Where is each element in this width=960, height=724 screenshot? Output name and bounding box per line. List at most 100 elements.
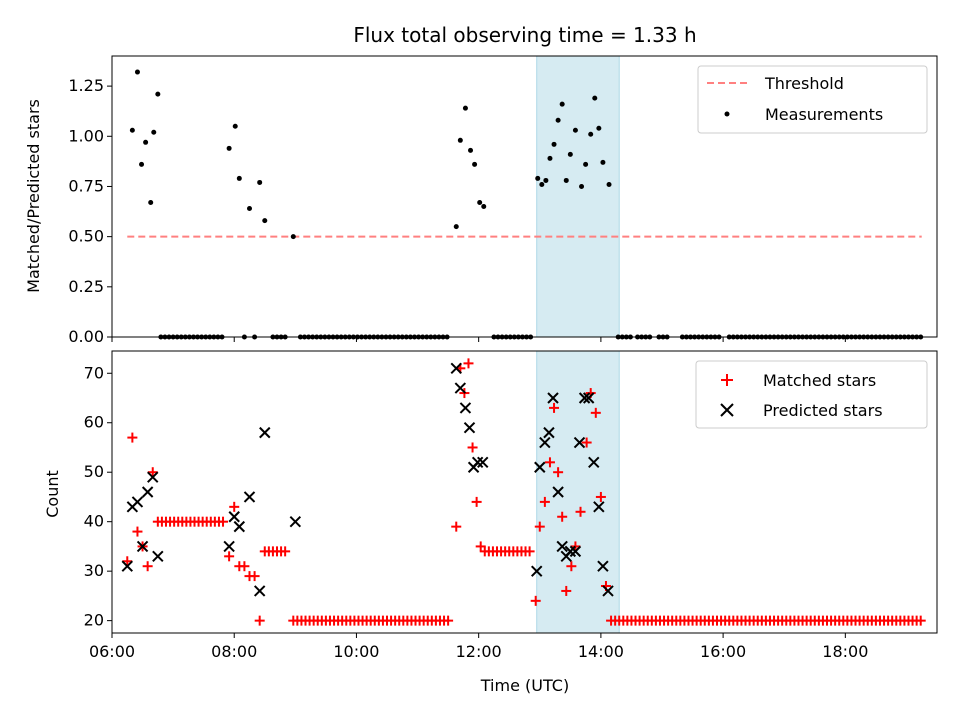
measurement-point bbox=[262, 218, 268, 224]
predicted-point bbox=[450, 362, 462, 375]
predicted-point-b bbox=[253, 585, 266, 597]
matched-point bbox=[575, 506, 586, 517]
bottom-y-tick-label: 70 bbox=[84, 363, 104, 382]
predicted-point bbox=[602, 585, 614, 597]
top-y-tick-label: 0.75 bbox=[68, 176, 104, 195]
predicted-point-b bbox=[534, 461, 546, 473]
measurement-point bbox=[588, 131, 594, 137]
measurement-point bbox=[155, 91, 161, 97]
top-legend: Threshold Measurements bbox=[697, 65, 928, 134]
predicted-point-b bbox=[459, 402, 472, 414]
predicted-point-b bbox=[602, 585, 614, 597]
measurement-point bbox=[477, 200, 483, 206]
top-y-tick-label: 0.00 bbox=[68, 327, 104, 346]
matched-point bbox=[142, 561, 153, 572]
matched-point bbox=[463, 358, 474, 369]
matched-point bbox=[544, 457, 555, 468]
measurement-point bbox=[555, 117, 561, 123]
measurement-point bbox=[143, 139, 149, 145]
top-legend-frame bbox=[697, 65, 928, 134]
predicted-point-b bbox=[578, 392, 591, 404]
predicted-point-b bbox=[136, 540, 149, 553]
matched-point bbox=[524, 546, 535, 557]
measurement-point bbox=[290, 234, 296, 240]
matched-point bbox=[595, 491, 606, 502]
predicted-point-b bbox=[569, 545, 582, 558]
predicted-point bbox=[253, 585, 266, 597]
matched-point bbox=[549, 402, 560, 413]
chart-title: Flux total observing time = 1.33 h bbox=[353, 23, 696, 47]
predicted-point-b bbox=[573, 436, 586, 449]
bottom-y-tick-label: 20 bbox=[84, 611, 104, 630]
matched-point bbox=[229, 501, 240, 512]
predicted-point bbox=[531, 565, 543, 577]
legend-measurements-label: Measurements bbox=[765, 105, 883, 124]
predicted-point-b bbox=[228, 511, 240, 523]
predicted-point-b bbox=[450, 362, 462, 375]
measurement-point bbox=[462, 105, 468, 111]
predicted-point bbox=[597, 560, 609, 572]
measurement-point bbox=[596, 125, 602, 131]
bottom-axes-frame bbox=[111, 350, 938, 634]
predicted-point bbox=[141, 486, 154, 498]
legend-predicted-label: Predicted stars bbox=[763, 401, 883, 420]
bottom-y-axis-label: Count bbox=[43, 470, 62, 518]
measurement-point bbox=[481, 204, 487, 210]
predicted-point bbox=[233, 520, 246, 533]
matched-point bbox=[590, 407, 601, 418]
x-tick-label: 06:00 bbox=[89, 642, 135, 661]
top-highlight-span bbox=[536, 55, 620, 338]
measurement-point bbox=[559, 101, 565, 107]
matched-point bbox=[570, 541, 581, 552]
predicted-point bbox=[593, 501, 605, 513]
legend-measurements-swatch bbox=[724, 111, 730, 117]
top-y-tick-label: 0.25 bbox=[68, 277, 104, 296]
measurement-point bbox=[572, 127, 578, 133]
predicted-point-b bbox=[543, 426, 555, 439]
measurement-point bbox=[600, 159, 606, 165]
measurement-point bbox=[226, 145, 232, 151]
predicted-point-b bbox=[471, 456, 484, 469]
predicted-point bbox=[471, 456, 484, 469]
x-tick-label: 16:00 bbox=[700, 642, 746, 661]
bottom-y-tick-label: 30 bbox=[84, 561, 104, 580]
predicted-point bbox=[556, 540, 568, 553]
predicted-point-b bbox=[477, 456, 489, 469]
measurement-point bbox=[567, 151, 573, 157]
predicted-point bbox=[259, 426, 271, 439]
measurement-point bbox=[468, 147, 474, 153]
matched-point bbox=[581, 437, 592, 448]
bottom-legend-frame bbox=[695, 360, 928, 429]
measurement-point bbox=[579, 183, 585, 189]
measurement-point bbox=[257, 179, 263, 185]
matched-point bbox=[557, 511, 568, 522]
measurement-point bbox=[472, 161, 478, 167]
matched-point bbox=[451, 521, 462, 532]
top-axes-frame bbox=[111, 55, 938, 338]
predicted-point-b bbox=[233, 520, 246, 533]
predicted-point-b bbox=[463, 421, 476, 434]
top-y-axis-label: Matched/Predicted stars bbox=[24, 99, 43, 293]
bottom-series-x bbox=[121, 362, 614, 597]
measurement-point bbox=[551, 141, 557, 147]
x-tick-label: 14:00 bbox=[578, 642, 624, 661]
matched-point bbox=[471, 496, 482, 507]
predicted-point bbox=[463, 421, 476, 434]
measurement-point bbox=[539, 181, 545, 187]
predicted-point-b bbox=[223, 540, 235, 553]
predicted-point bbox=[573, 436, 586, 449]
measurement-point bbox=[134, 69, 140, 75]
measurement-point bbox=[247, 206, 252, 212]
predicted-point bbox=[539, 436, 551, 449]
matched-point bbox=[218, 516, 229, 527]
matched-point bbox=[553, 467, 564, 478]
predicted-point-b bbox=[547, 392, 559, 404]
predicted-point-b bbox=[531, 565, 543, 577]
matched-point bbox=[566, 561, 577, 572]
predicted-point bbox=[477, 456, 489, 469]
measurement-point bbox=[563, 177, 569, 183]
measurement-point bbox=[232, 123, 238, 129]
legend-matched-swatch bbox=[721, 374, 733, 386]
bottom-y-tick-label: 40 bbox=[84, 512, 104, 531]
